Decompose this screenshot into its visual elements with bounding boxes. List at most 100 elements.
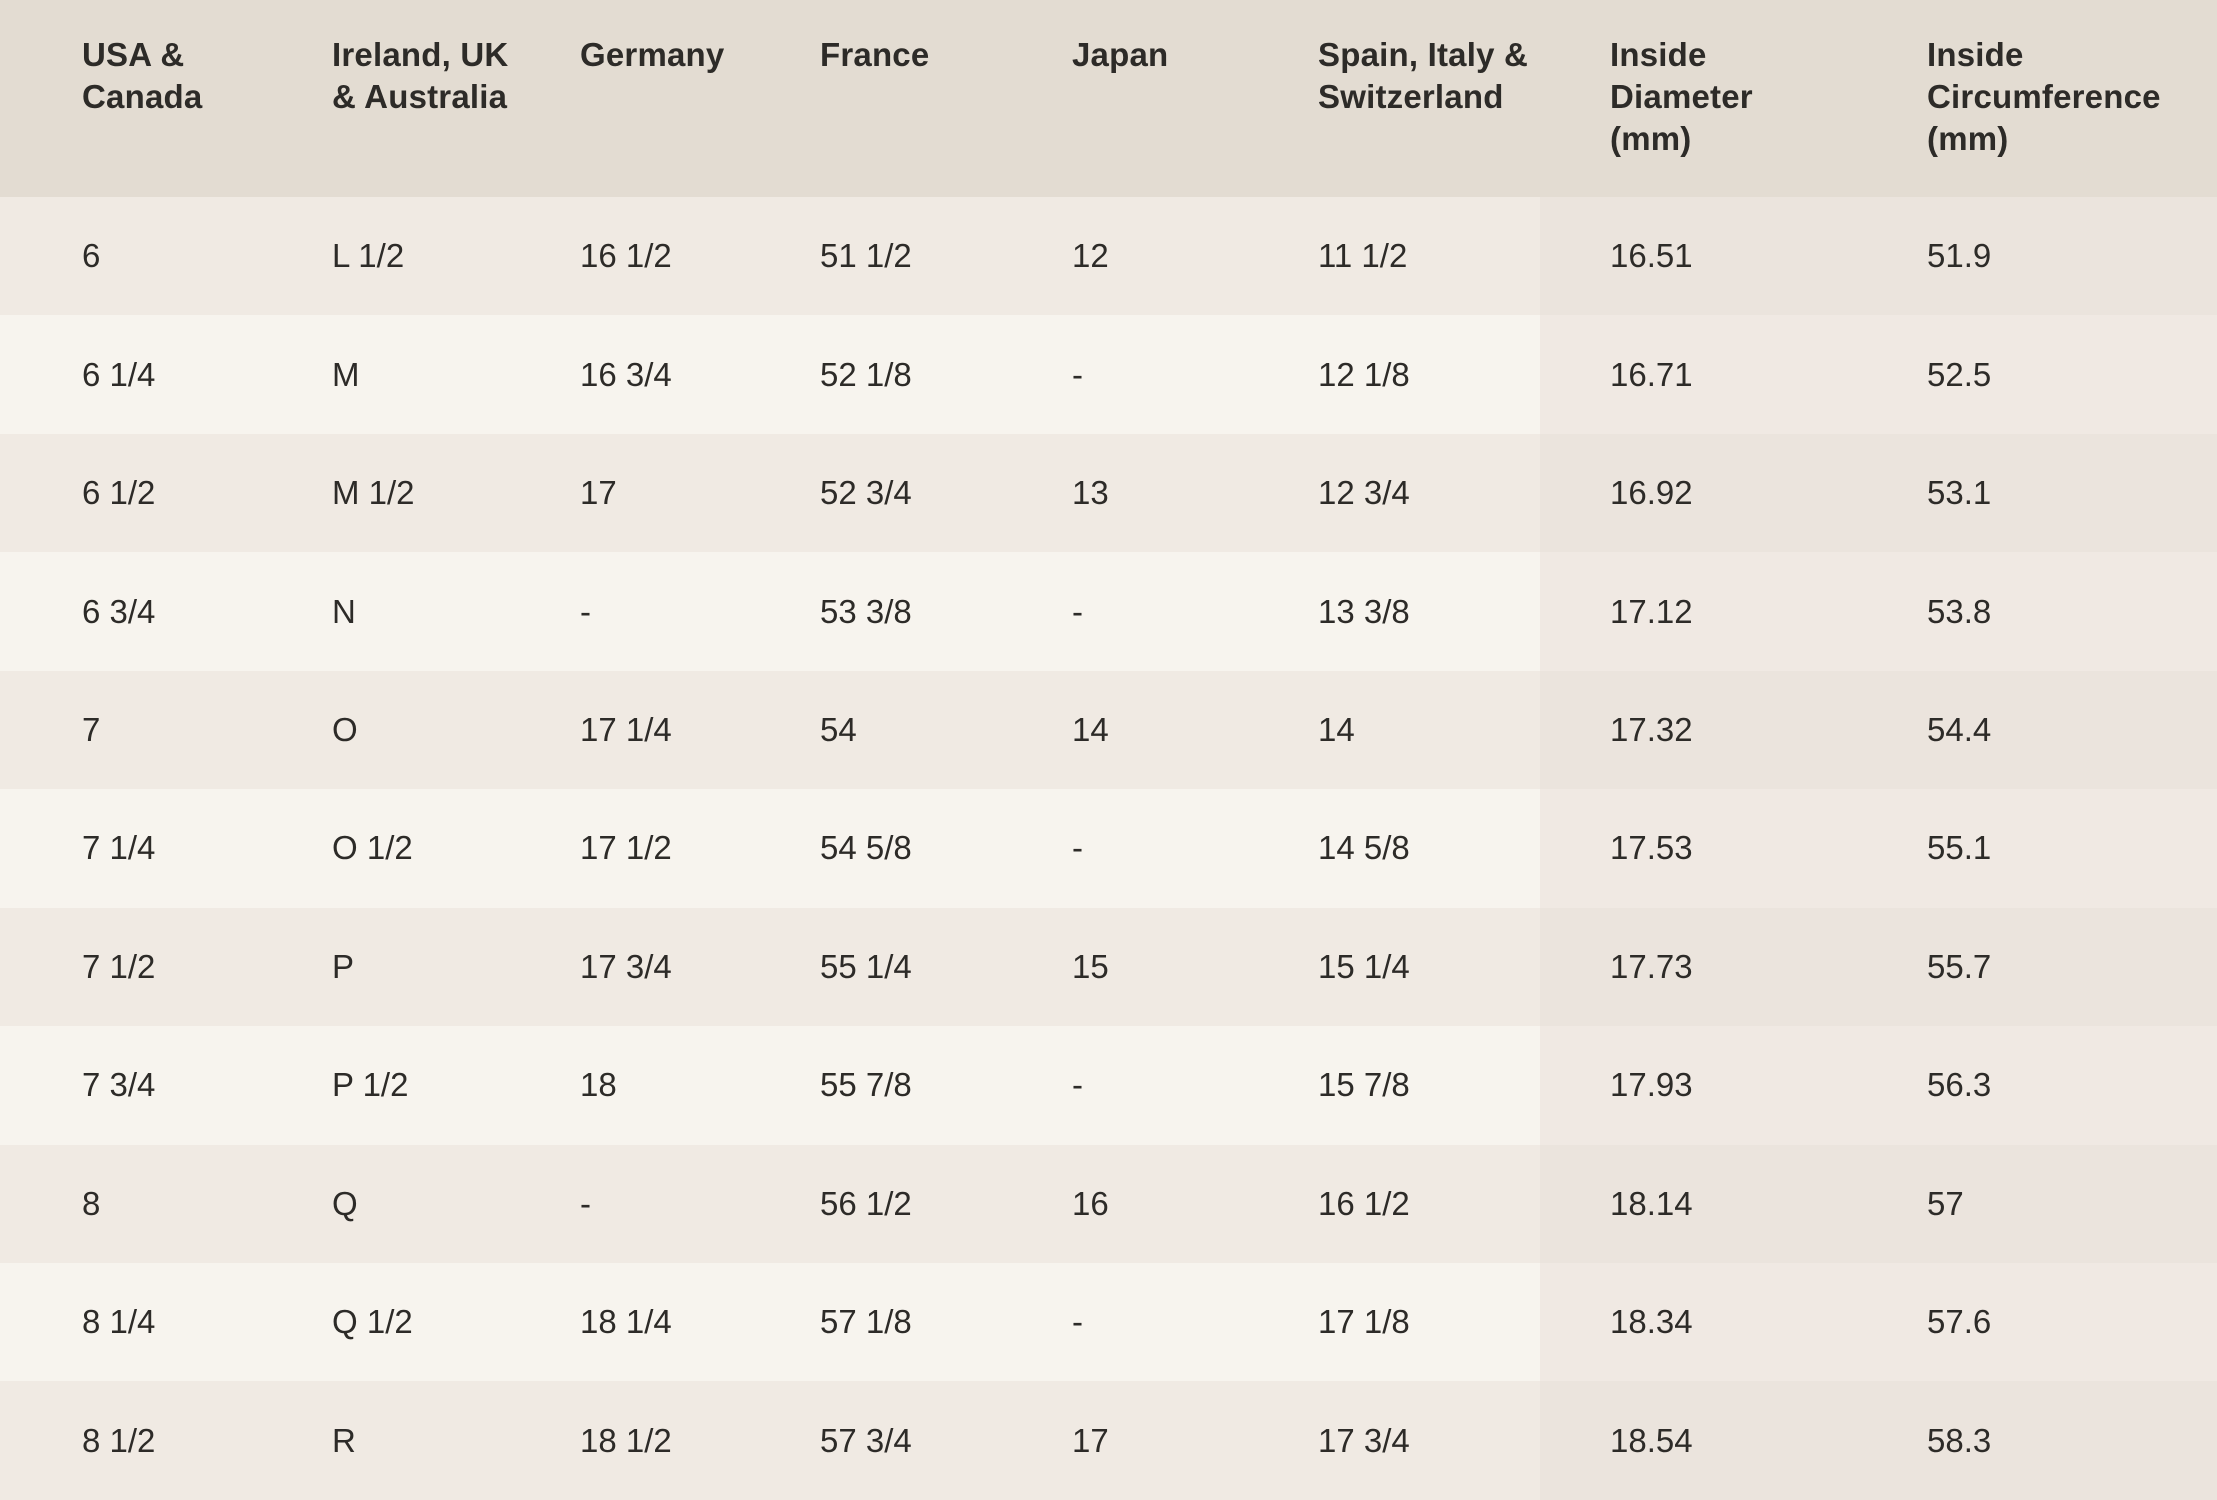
cell-france: 52 3/4 (820, 474, 912, 512)
cell-inside-circumference-mm: 57 (1870, 1144, 2217, 1263)
cell-inside-diameter-mm: 17.73 (1540, 907, 1870, 1027)
cell-ireland-uk-australia: Q 1/2 (332, 1303, 413, 1341)
cell-ireland-uk-australia: M 1/2 (332, 474, 415, 512)
cell-ireland-uk-australia: R (332, 1421, 356, 1459)
cell-france: 55 1/4 (820, 947, 912, 985)
cell-inside-circumference-mm: 52.5 (1870, 315, 2217, 434)
cell-inside-circumference-mm: 51.9 (1870, 197, 2217, 316)
cell-inside-circumference-mm: 57.6 (1870, 1262, 2217, 1382)
column-header-usa-canada: USA & Canada (82, 36, 203, 115)
cell-inside-diameter-mm: 18.34 (1540, 1262, 1870, 1382)
cell-inside-diameter-mm: 17.93 (1540, 1026, 1870, 1145)
cell-japan: 14 (1072, 710, 1109, 748)
cell-usa-canada: 7 (82, 710, 101, 748)
cell-usa-canada: 7 1/2 (82, 947, 156, 985)
cell-japan: - (1072, 1303, 1083, 1341)
cell-spain-italy-switzerland: 12 3/4 (1318, 474, 1410, 512)
cell-germany: 18 1/4 (580, 1303, 672, 1341)
cell-germany: 18 1/2 (580, 1421, 672, 1459)
cell-ireland-uk-australia: M (332, 355, 360, 393)
cell-inside-circumference-mm: 56.3 (1870, 1026, 2217, 1145)
cell-germany: 16 3/4 (580, 355, 672, 393)
cell-ireland-uk-australia: P (332, 947, 355, 985)
cell-usa-canada: 8 (82, 1184, 101, 1222)
cell-france: 55 7/8 (820, 1066, 912, 1104)
table-row: 7 3/4 P 1/2 18 55 7/8 - 15 7/8 17.93 56.3 (0, 1026, 2217, 1145)
cell-spain-italy-switzerland: 17 3/4 (1318, 1421, 1410, 1459)
cell-japan: - (1072, 829, 1083, 867)
cell-france: 51 1/2 (820, 237, 912, 275)
cell-usa-canada: 8 1/4 (82, 1303, 156, 1341)
cell-usa-canada: 6 (82, 237, 101, 275)
cell-usa-canada: 6 1/2 (82, 474, 156, 512)
cell-germany: 16 1/2 (580, 237, 672, 275)
cell-france: 54 5/8 (820, 829, 912, 867)
cell-japan: 13 (1072, 474, 1109, 512)
cell-japan: 16 (1072, 1184, 1109, 1222)
cell-spain-italy-switzerland: 16 1/2 (1318, 1184, 1410, 1222)
cell-spain-italy-switzerland: 15 7/8 (1318, 1066, 1410, 1104)
cell-ireland-uk-australia: N (332, 592, 356, 630)
cell-japan: - (1072, 1066, 1083, 1104)
column-header-japan: Japan (1072, 36, 1169, 73)
table-row: 7 1/4 O 1/2 17 1/2 54 5/8 - 14 5/8 17.53 55.1 (0, 789, 2217, 908)
cell-usa-canada: 8 1/2 (82, 1421, 156, 1459)
table-row: 8 Q - 56 1/2 16 16 1/2 18.14 57 (0, 1144, 2217, 1263)
cell-inside-diameter-mm: 16.92 (1540, 433, 1870, 553)
cell-spain-italy-switzerland: 11 1/2 (1318, 237, 1408, 275)
table-row: 7 O 17 1/4 54 14 14 17.32 54.4 (0, 670, 2217, 790)
cell-inside-circumference-mm: 55.1 (1870, 789, 2217, 908)
column-header-spain-italy-switzerland: Spain, Italy & Switzerland (1318, 36, 1529, 115)
cell-spain-italy-switzerland: 12 1/8 (1318, 355, 1410, 393)
cell-inside-diameter-mm: 17.53 (1540, 789, 1870, 908)
cell-japan: 15 (1072, 947, 1109, 985)
cell-inside-diameter-mm: 18.54 (1540, 1381, 1870, 1500)
table-row: 8 1/2 R 18 1/2 57 3/4 17 17 3/4 18.54 58.3 (0, 1381, 2217, 1500)
column-header-france: France (820, 36, 930, 73)
table-row: 6 1/4 M 16 3/4 52 1/8 - 12 1/8 16.71 52.5 (0, 315, 2217, 434)
cell-inside-diameter-mm: 18.14 (1540, 1144, 1870, 1263)
cell-inside-circumference-mm: 58.3 (1870, 1381, 2217, 1500)
cell-france: 57 3/4 (820, 1421, 912, 1459)
table-row: 6 3/4 N - 53 3/8 - 13 3/8 17.12 53.8 (0, 552, 2217, 671)
cell-usa-canada: 6 1/4 (82, 355, 156, 393)
column-header-ireland-uk-australia: Ireland, UK & Australia (332, 36, 509, 115)
cell-germany: 17 3/4 (580, 947, 672, 985)
table-row: 7 1/2 P 17 3/4 55 1/4 15 15 1/4 17.73 55.7 (0, 907, 2217, 1027)
cell-germany: 17 (580, 474, 617, 512)
cell-japan: - (1072, 355, 1083, 393)
table-row: 8 1/4 Q 1/2 18 1/4 57 1/8 - 17 1/8 18.34 57.6 (0, 1262, 2217, 1382)
cell-inside-circumference-mm: 54.4 (1870, 670, 2217, 790)
column-header-inside-diameter-mm: Inside Diameter (mm) (1610, 36, 1753, 157)
cell-inside-circumference-mm: 53.1 (1870, 433, 2217, 553)
cell-spain-italy-switzerland: 14 5/8 (1318, 829, 1410, 867)
cell-usa-canada: 7 3/4 (82, 1066, 156, 1104)
cell-france: 56 1/2 (820, 1184, 912, 1222)
cell-japan: 17 (1072, 1421, 1109, 1459)
cell-germany: 18 (580, 1066, 617, 1104)
cell-spain-italy-switzerland: 17 1/8 (1318, 1303, 1410, 1341)
cell-germany: 17 1/4 (580, 710, 672, 748)
cell-inside-circumference-mm: 53.8 (1870, 552, 2217, 671)
cell-france: 57 1/8 (820, 1303, 912, 1341)
cell-japan: - (1072, 592, 1083, 630)
cell-spain-italy-switzerland: 14 (1318, 710, 1355, 748)
cell-inside-diameter-mm: 16.51 (1540, 197, 1870, 316)
cell-france: 53 3/8 (820, 592, 912, 630)
cell-inside-diameter-mm: 17.32 (1540, 670, 1870, 790)
cell-japan: 12 (1072, 237, 1109, 275)
cell-usa-canada: 6 3/4 (82, 592, 156, 630)
cell-germany: - (580, 592, 591, 630)
cell-spain-italy-switzerland: 15 1/4 (1318, 947, 1410, 985)
cell-inside-diameter-mm: 17.12 (1540, 552, 1870, 671)
cell-inside-diameter-mm: 16.71 (1540, 315, 1870, 434)
cell-germany: - (580, 1184, 591, 1222)
column-header-inside-circumference-mm: Inside Circumference (mm) (1927, 36, 2161, 157)
table-row: 6 L 1/2 16 1/2 51 1/2 12 11 1/2 16.51 51.9 (0, 197, 2217, 316)
table-header-row: USA & Canada Ireland, UK & Australia Germa… (0, 0, 2217, 197)
cell-ireland-uk-australia: Q (332, 1184, 358, 1222)
cell-germany: 17 1/2 (580, 829, 672, 867)
cell-ireland-uk-australia: O 1/2 (332, 829, 413, 867)
